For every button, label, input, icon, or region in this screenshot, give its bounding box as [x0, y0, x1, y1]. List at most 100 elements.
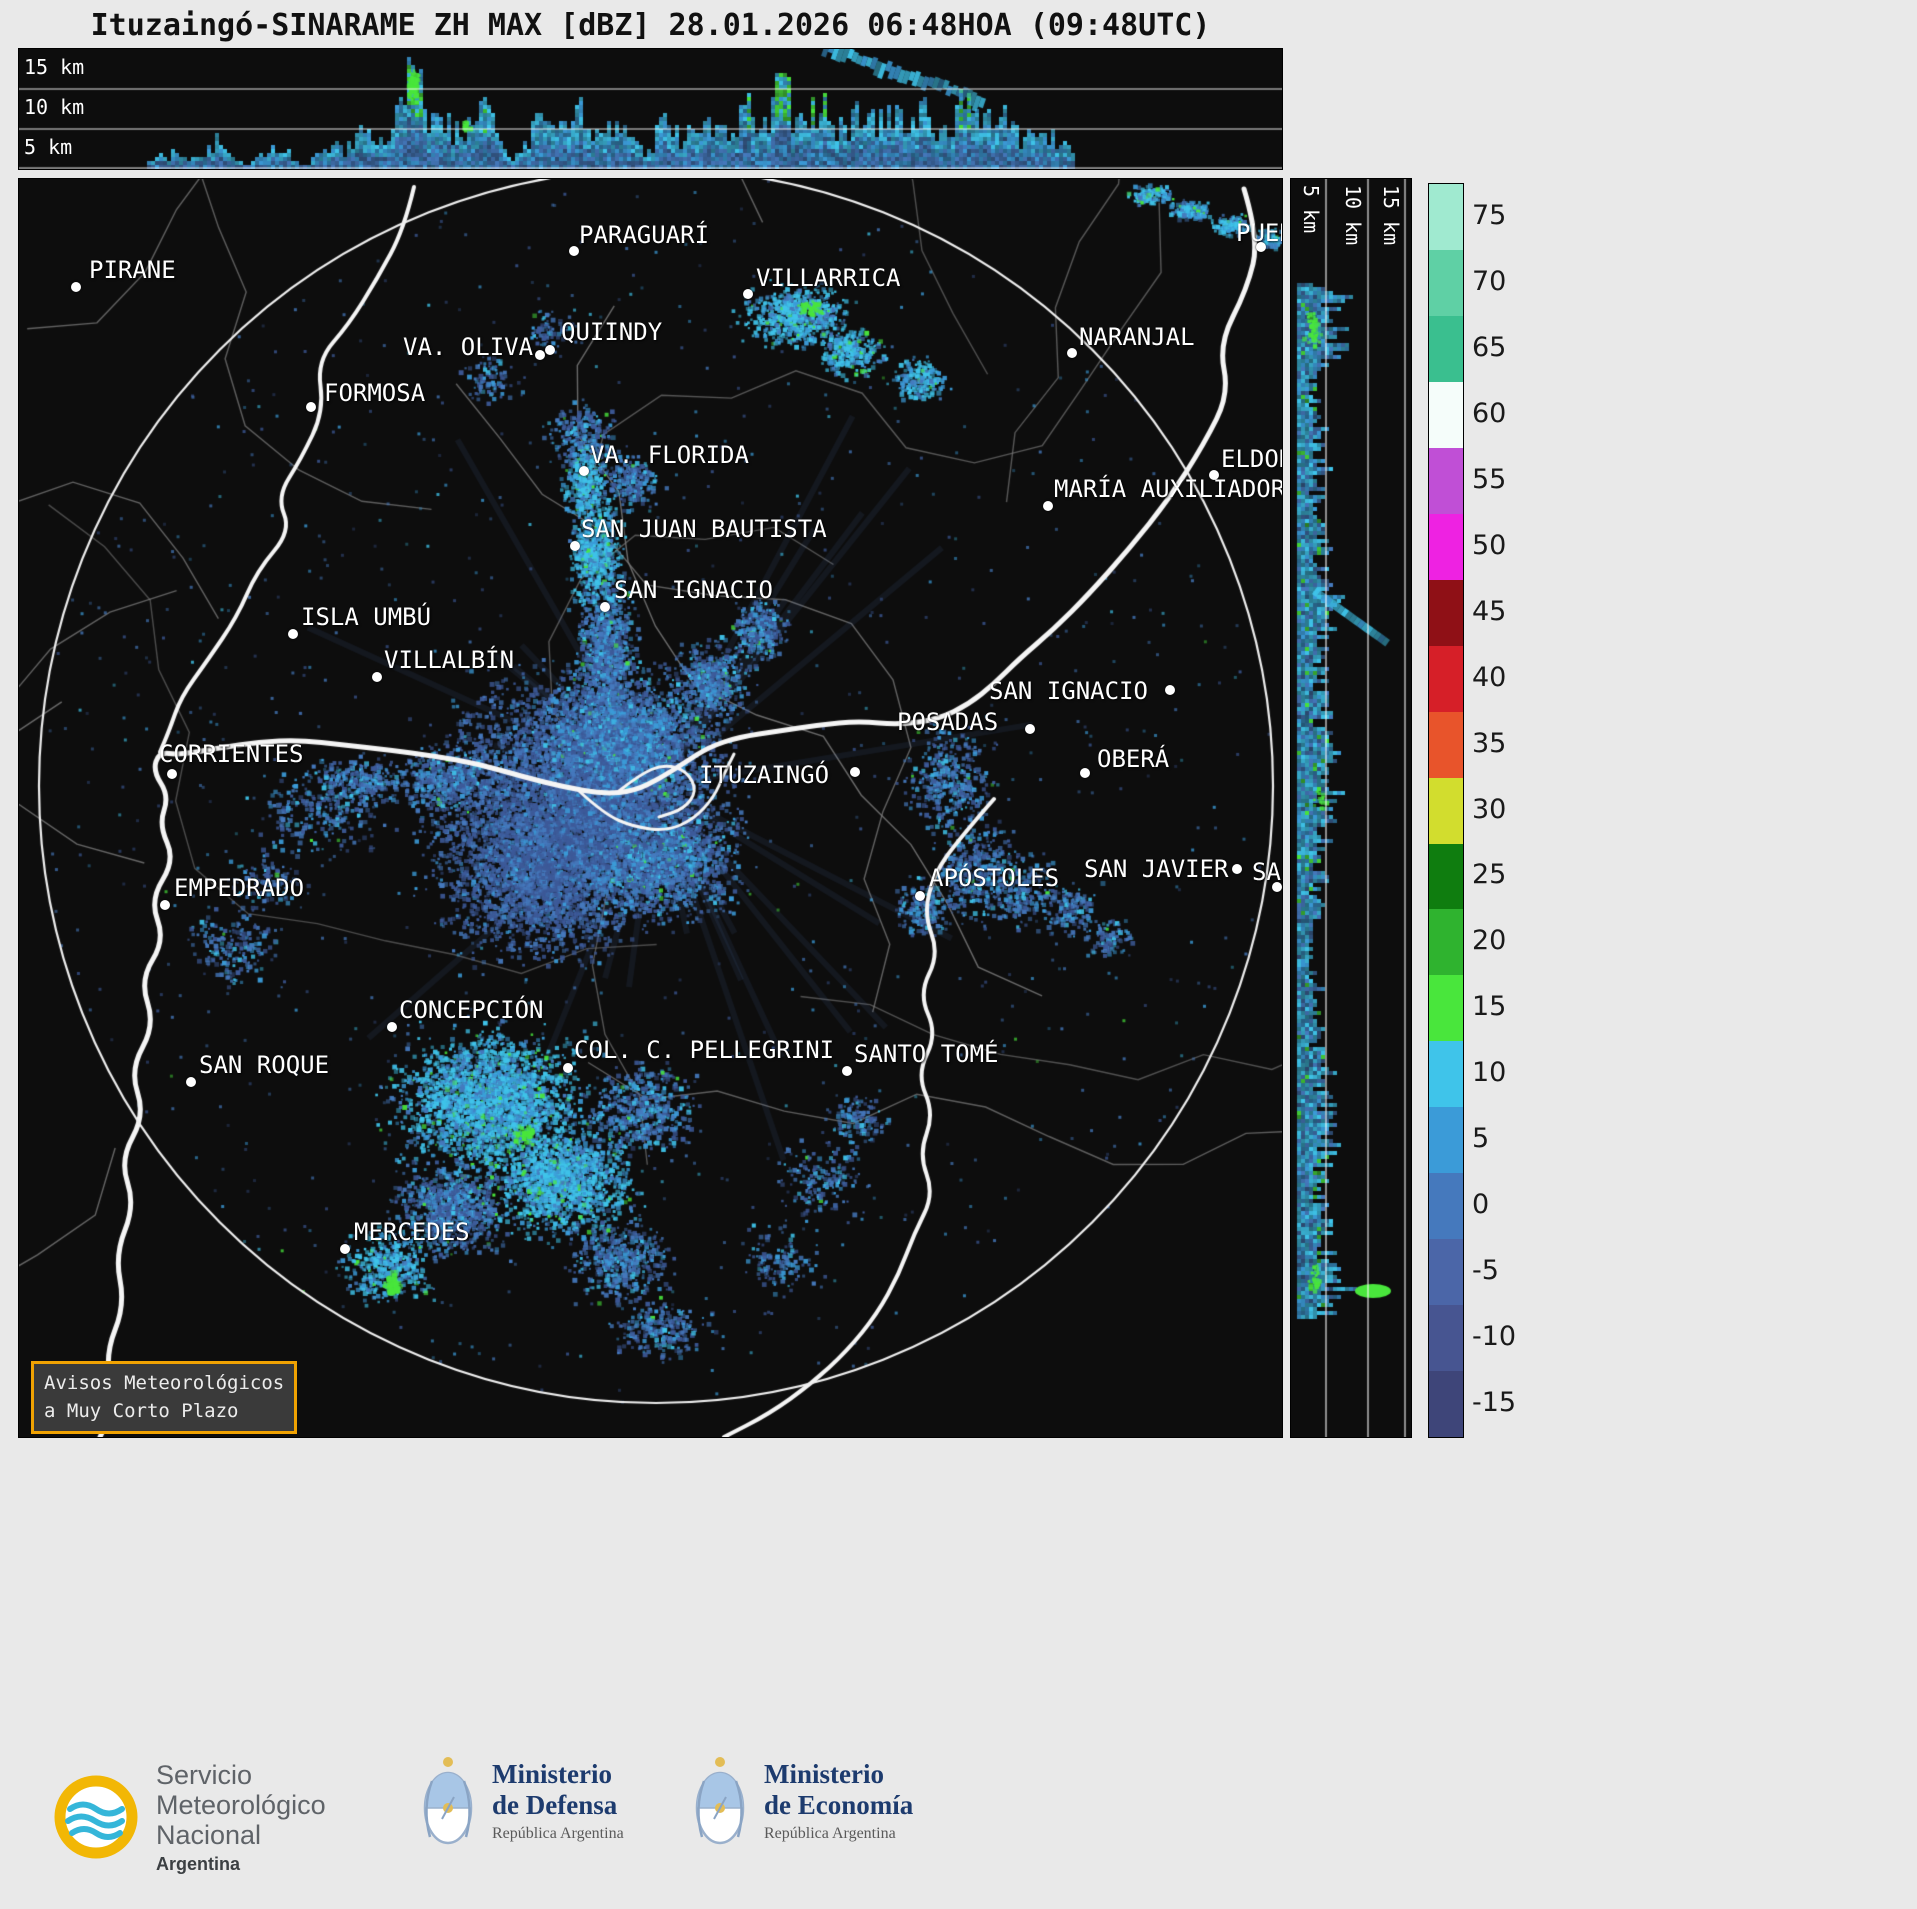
economia-brand: Ministerio de Economía República Argenti… — [692, 1753, 913, 1849]
defensa-line-1: Ministerio — [492, 1758, 612, 1789]
radar-map-canvas — [19, 179, 1282, 1437]
notice-line-1: Avisos Meteorológicos — [44, 1372, 285, 1394]
coat-of-arms-icon — [423, 1757, 473, 1845]
colorbar-segment — [1429, 447, 1463, 514]
colorbar-tick: 0 — [1472, 1189, 1490, 1220]
city-marker-dot — [1043, 501, 1053, 511]
colorbar-segment — [1429, 249, 1463, 316]
city-label: VILLARRICA — [756, 264, 901, 292]
colorbar-segment — [1429, 711, 1463, 778]
colorbar-segment — [1429, 843, 1463, 910]
colorbar-segment — [1429, 1371, 1463, 1438]
colorbar-tick: 70 — [1472, 266, 1507, 297]
defensa-sub: República Argentina — [492, 1825, 624, 1843]
city-label: CORRIENTES — [159, 740, 304, 768]
city-label: SAN ROQUE — [199, 1051, 330, 1079]
colorbar-tick: 40 — [1472, 662, 1507, 693]
city-marker-dot — [570, 541, 580, 551]
city-label: QUIINDY — [561, 318, 663, 346]
city-marker-dot — [1272, 882, 1282, 892]
coat-of-arms-icon — [695, 1757, 745, 1845]
defensa-line-2: de Defensa — [492, 1790, 618, 1820]
colorbar-segment — [1429, 1239, 1463, 1306]
height-label-15km-v: 15 km — [1379, 185, 1403, 246]
smn-country: Argentina — [156, 1853, 241, 1874]
colorbar-segment — [1429, 381, 1463, 448]
height-label-5km-v: 5 km — [1299, 185, 1323, 234]
warning-notice-box[interactable]: Avisos Meteorológicos a Muy Corto Plazo — [31, 1361, 298, 1435]
city-marker-dot — [1165, 685, 1175, 695]
city-marker-dot — [306, 402, 316, 412]
city-label: MERCEDES — [354, 1218, 470, 1246]
city-label: COL. C. PELLEGRINI — [574, 1036, 835, 1064]
colorbar-tick: 55 — [1472, 464, 1507, 495]
colorbar — [1428, 183, 1464, 1438]
colorbar-ticks: 75 70 65 60 55 50 45 40 35 30 25 20 15 10 5 0 -5 -10 -15 — [1472, 183, 1552, 1436]
colorbar-tick: 5 — [1472, 1123, 1490, 1154]
colorbar-tick: 45 — [1472, 596, 1507, 627]
city-label: SAN IGNACIO — [614, 576, 773, 604]
height-label-10km: 10 km — [24, 95, 85, 119]
city-label: PUERTO — [1236, 219, 1282, 247]
colorbar-segment — [1429, 1107, 1463, 1174]
city-label: VA. FLORIDA — [590, 441, 749, 469]
city-label: SANTO TOMÉ — [854, 1040, 999, 1068]
economia-line-1: Ministerio — [764, 1758, 884, 1789]
colorbar-tick: 30 — [1472, 794, 1507, 825]
smn-brand: Servicio Meteorológico Nacional Argentin… — [52, 1760, 326, 1874]
smn-line-3: Nacional — [156, 1820, 262, 1851]
city-label: APÓSTOLES — [929, 864, 1060, 892]
city-label: ITUZAINGÓ — [699, 761, 830, 789]
city-marker-dot — [563, 1063, 573, 1073]
city-marker-dot — [842, 1066, 852, 1076]
city-marker-dot — [160, 900, 170, 910]
city-marker-dot — [600, 602, 610, 612]
colorbar-tick: 65 — [1472, 332, 1507, 363]
defensa-brand: Ministerio de Defensa República Argentin… — [420, 1753, 624, 1849]
economia-sub: República Argentina — [764, 1825, 896, 1843]
colorbar-segment — [1429, 513, 1463, 580]
city-label: ISLA UMBÚ — [301, 603, 432, 631]
footer: Servicio Meteorológico Nacional Argentin… — [0, 1445, 1917, 1909]
city-marker-dot — [167, 769, 177, 779]
city-marker-dot — [71, 282, 81, 292]
colorbar-tick: -5 — [1472, 1255, 1499, 1286]
colorbar-segment — [1429, 777, 1463, 844]
city-marker-dot — [288, 629, 298, 639]
city-label: PIRANE — [89, 256, 176, 284]
colorbar-tick: 75 — [1472, 200, 1507, 231]
height-label-15km: 15 km — [24, 55, 85, 79]
top-height-profile-panel: 15 km 10 km 5 km — [18, 48, 1283, 170]
colorbar-tick: 20 — [1472, 925, 1507, 956]
smn-wordmark: Servicio Meteorológico Nacional Argentin… — [156, 1760, 326, 1874]
city-label: MARÍA AUXILIADORA — [1054, 475, 1283, 503]
city-marker-dot — [743, 289, 753, 299]
height-label-10km-v: 10 km — [1341, 185, 1365, 246]
smn-line-2: Meteorológico — [156, 1790, 326, 1821]
colorbar-segment — [1429, 315, 1463, 382]
colorbar-tick: 15 — [1472, 991, 1507, 1022]
city-marker-dot — [1067, 348, 1077, 358]
city-label: PARAGUARÍ — [579, 221, 710, 249]
city-label: POSADAS — [897, 708, 999, 736]
colorbar-segment — [1429, 579, 1463, 646]
top-profile-canvas — [19, 49, 1282, 169]
city-label: NARANJAL — [1079, 323, 1195, 351]
defensa-wordmark: Ministerio de Defensa República Argentin… — [492, 1759, 624, 1843]
city-marker-dot — [569, 246, 579, 256]
radar-map-panel: PIRANE PARAGUARÍ PUERTO VILLARRICA QUIINDY VA… — [18, 178, 1283, 1438]
city-marker-dot — [535, 350, 545, 360]
colorbar-segment — [1429, 645, 1463, 712]
city-label: VILLALBÍN — [384, 646, 515, 674]
colorbar-segment — [1429, 975, 1463, 1042]
city-marker-dot — [1209, 470, 1219, 480]
city-marker-dot — [545, 345, 555, 355]
city-label: CONCEPCIÓN — [399, 996, 544, 1024]
colorbar-segment — [1429, 1173, 1463, 1240]
city-label: OBERÁ — [1097, 745, 1170, 773]
height-label-5km: 5 km — [24, 135, 73, 159]
colorbar-segment — [1429, 1305, 1463, 1372]
colorbar-segment — [1429, 184, 1463, 250]
city-marker-dot — [186, 1077, 196, 1087]
colorbar-tick: 60 — [1472, 398, 1507, 429]
